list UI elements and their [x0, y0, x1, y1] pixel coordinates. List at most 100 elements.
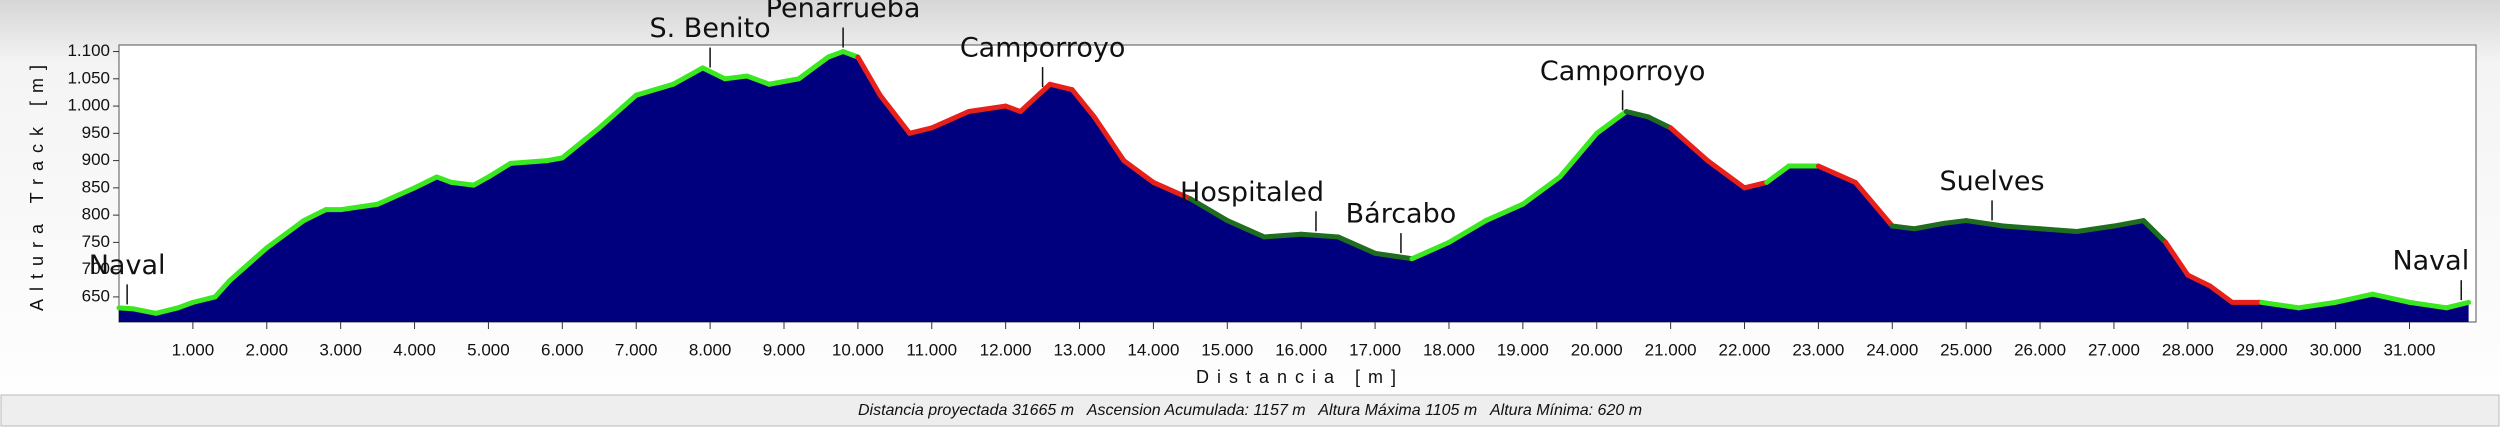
x-tick-label: 26.000: [2014, 340, 2066, 359]
x-tick-label: 7.000: [615, 340, 658, 359]
x-tick-label: 23.000: [1792, 340, 1844, 359]
x-tick-label: 27.000: [2088, 340, 2140, 359]
profile-segment: [1594, 109, 1629, 136]
y-tick-label: 850: [82, 177, 110, 196]
x-tick-label: 14.000: [1127, 340, 1179, 359]
profile-segment: [1520, 174, 1563, 207]
profile-segment: [471, 174, 491, 188]
profile-segment: [2185, 272, 2213, 289]
y-axis-label: Altura Track [m]: [27, 57, 47, 311]
profile-segment: [1261, 231, 1304, 240]
profile-segment: [2000, 223, 2043, 232]
profile-segment: [2333, 291, 2376, 305]
profile-segment: [966, 103, 1009, 115]
x-tick-label: 3.000: [319, 340, 362, 359]
profile-segment: [670, 65, 706, 87]
profile-segment: [633, 81, 676, 98]
profile-segment: [175, 299, 196, 311]
profile-segment: [907, 125, 935, 136]
profile-segment: [744, 73, 772, 87]
x-tick-label: 6.000: [541, 340, 584, 359]
annotation-label: S. Benito: [650, 13, 771, 44]
y-tick-label: 1.050: [67, 68, 110, 87]
profile-segment: [1121, 158, 1156, 185]
profile-segment: [1911, 220, 1947, 232]
x-tick-label: 2.000: [246, 340, 289, 359]
profile-segment: [1742, 179, 1770, 191]
profile-segment: [1557, 130, 1600, 180]
profile-segment: [1298, 231, 1341, 240]
profile-segment: [825, 49, 846, 60]
profile-segment: [1091, 114, 1127, 164]
x-tick-label: 25.000: [1940, 340, 1992, 359]
profile-segment: [1224, 218, 1267, 240]
x-tick-label: 9.000: [763, 340, 806, 359]
elevation-area: [119, 51, 2469, 323]
profile-segment: [1409, 239, 1452, 262]
profile-segment: [153, 305, 181, 316]
profile-segment: [545, 155, 565, 164]
profile-segment: [2037, 226, 2080, 234]
profile-segment: [264, 218, 307, 251]
y-tick-label: 900: [82, 150, 110, 169]
profile-segment: [375, 185, 418, 207]
y-tick-label: 750: [82, 232, 110, 251]
profile-segment: [840, 49, 861, 60]
profile-segment: [722, 73, 750, 82]
x-tick-label: 4.000: [393, 340, 436, 359]
profile-segment: [1852, 179, 1895, 229]
x-tick-label: 5.000: [467, 340, 510, 359]
x-tick-label: 20.000: [1571, 340, 1623, 359]
profile-segment: [796, 54, 831, 82]
profile-segment: [1941, 218, 1969, 226]
profile-segment: [2407, 299, 2449, 311]
profile-segment: [596, 92, 639, 131]
profile-segment: [1372, 250, 1415, 262]
x-tick-label: 24.000: [1866, 340, 1918, 359]
profile-segment: [301, 207, 329, 224]
profile-segment: [2111, 218, 2147, 229]
profile-segment: [929, 109, 972, 131]
profile-segment: [1446, 218, 1489, 245]
profile-segment: [2296, 299, 2339, 311]
annotation-label: Peñarrueba: [766, 0, 921, 24]
x-tick-label: 11.000: [906, 340, 957, 359]
profile-segment: [1815, 163, 1858, 185]
y-tick-label: 650: [82, 286, 110, 305]
annotation-label: Naval: [2392, 246, 2469, 277]
profile-segment: [1889, 223, 1917, 232]
annotation-label: Naval: [89, 250, 166, 281]
profile-segment: [2259, 299, 2302, 311]
y-tick-label: 1.000: [67, 96, 110, 115]
profile-segment: [2370, 291, 2413, 305]
footer-stats: Distancia proyectada 31665 m Ascension A…: [858, 402, 1642, 419]
annotation-label: Bárcabo: [1346, 199, 1457, 230]
profile-segment: [508, 158, 551, 166]
annotation-label: Hospitaled: [1180, 177, 1324, 208]
profile-segment: [1963, 218, 2006, 229]
profile-segment: [338, 201, 381, 213]
x-tick-label: 15.000: [1201, 340, 1253, 359]
profile-segment: [700, 65, 728, 82]
profile-segment: [2443, 299, 2472, 311]
footer-bar: [0, 394, 2500, 427]
profile-segment: [1150, 179, 1193, 202]
x-tick-label: 10.000: [832, 340, 884, 359]
profile-segment: [1668, 125, 1711, 164]
x-tick-label: 22.000: [1719, 340, 1771, 359]
profile-segment: [1047, 81, 1075, 93]
y-tick-label: 800: [82, 205, 110, 224]
profile-segment: [1623, 109, 1651, 120]
profile-segment: [1705, 158, 1748, 191]
annotation-label: Camporroyo: [960, 33, 1126, 64]
x-tick-label: 16.000: [1275, 340, 1327, 359]
profile-segment: [2207, 283, 2235, 305]
x-tick-label: 17.000: [1349, 340, 1401, 359]
profile-segment: [766, 76, 802, 87]
profile-segment: [855, 54, 883, 98]
profile-segment: [1017, 81, 1053, 115]
y-tick-label: 1.100: [67, 41, 110, 60]
profile-segment: [559, 125, 602, 161]
profile-segment: [485, 160, 514, 180]
